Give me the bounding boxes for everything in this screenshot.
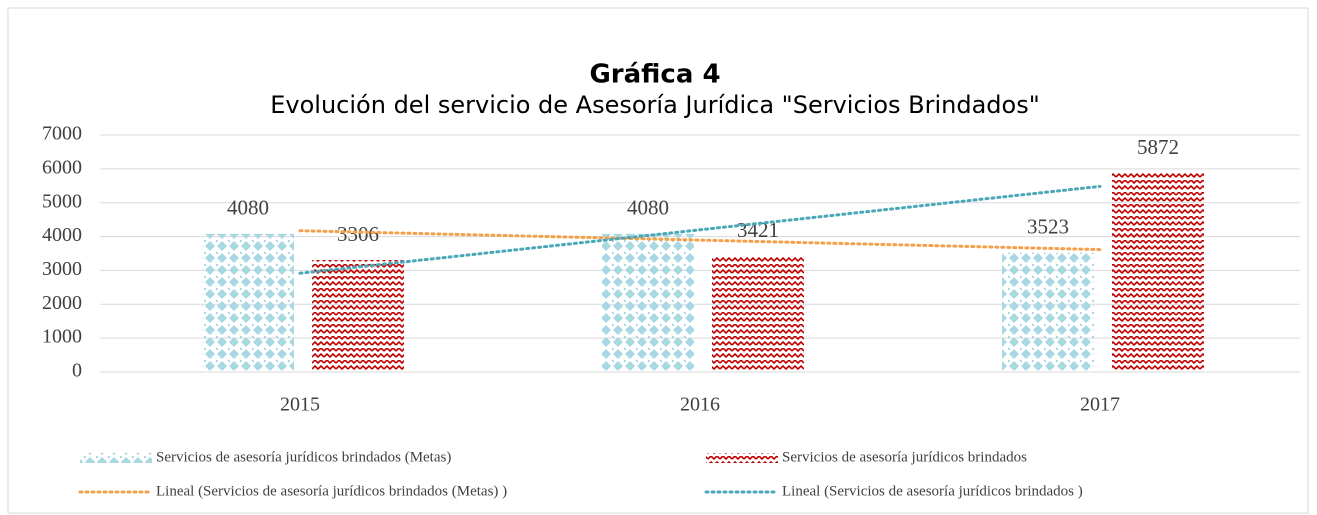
trendline xyxy=(298,229,1102,252)
y-tick-label: 3000 xyxy=(42,258,82,280)
data-label: 4080 xyxy=(627,196,669,220)
bar xyxy=(602,233,694,372)
y-tick-label: 0 xyxy=(72,360,82,382)
bar xyxy=(1112,173,1204,372)
trendline xyxy=(298,184,1102,275)
y-tick-label: 5000 xyxy=(42,190,82,212)
y-tick-label: 4000 xyxy=(42,224,82,246)
legend-swatch xyxy=(80,453,152,463)
bar xyxy=(202,233,294,372)
x-tick-label: 2017 xyxy=(1080,394,1120,416)
x-tick-label: 2016 xyxy=(680,394,720,416)
bar xyxy=(1002,252,1094,372)
y-tick-label: 7000 xyxy=(42,123,82,145)
x-tick-label: 2015 xyxy=(280,394,320,416)
y-tick-label: 6000 xyxy=(42,156,82,178)
y-tick-label: 1000 xyxy=(42,326,82,348)
legend-swatch xyxy=(706,453,778,463)
legend-label: Lineal (Servicios de asesoría jurídicos … xyxy=(782,483,1083,499)
chart-subtitle: Evolución del servicio de Asesoría Juríd… xyxy=(270,91,1040,119)
bar xyxy=(712,256,804,372)
y-tick-label: 2000 xyxy=(42,292,82,314)
data-label: 3523 xyxy=(1027,215,1069,239)
legend-label: Lineal (Servicios de asesoría jurídicos … xyxy=(156,483,507,499)
bar xyxy=(312,260,404,372)
chart-title: Gráfica 4 xyxy=(589,60,720,90)
legend-label: Servicios de asesoría jurídicos brindado… xyxy=(156,449,451,465)
legend-label: Servicios de asesoría jurídicos brindado… xyxy=(782,449,1027,465)
data-label: 4080 xyxy=(227,196,269,220)
data-label: 5872 xyxy=(1137,135,1179,159)
